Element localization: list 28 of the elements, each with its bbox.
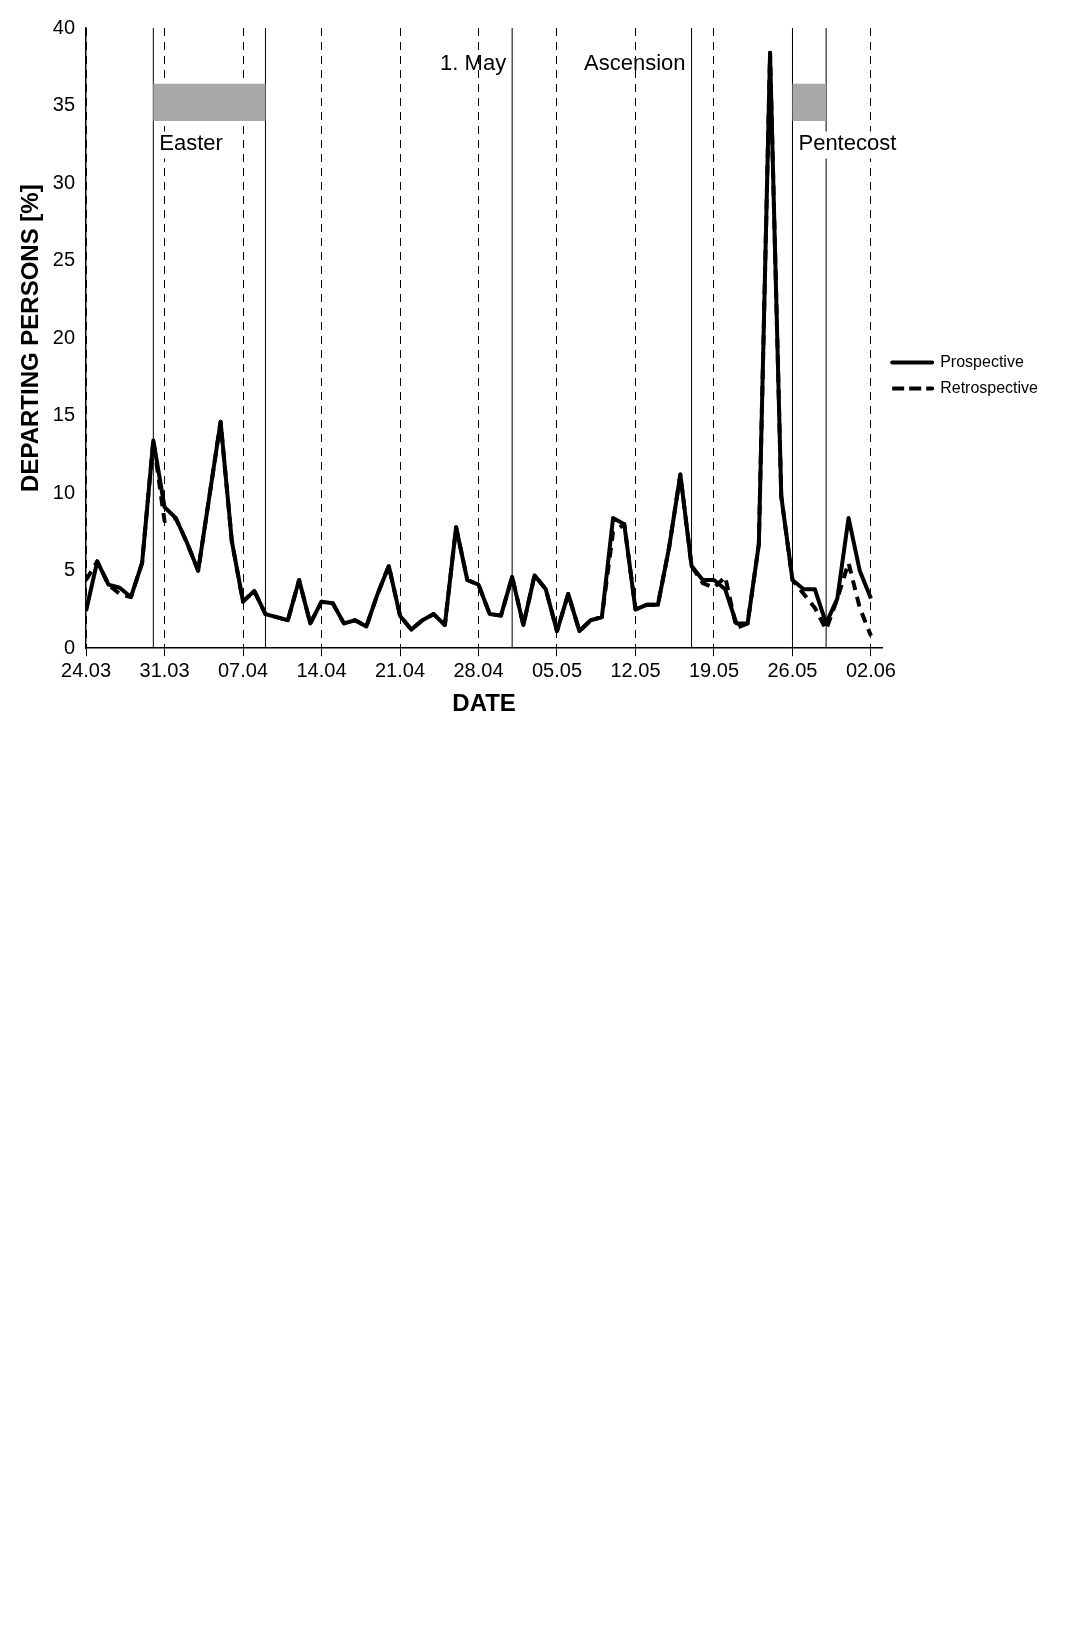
x-tick-label: 14.04 — [296, 658, 347, 681]
y-tick-label: 30 — [52, 170, 76, 193]
legend-label: Retrospective — [940, 378, 1039, 396]
y-tick-label: 0 — [63, 635, 76, 658]
x-tick-label: 12.05 — [610, 658, 661, 681]
x-tick-label: 31.03 — [139, 658, 190, 681]
x-tick-label: 07.04 — [218, 658, 269, 681]
ref-line-label: Ascension — [584, 49, 686, 75]
y-tick-label: 35 — [52, 93, 76, 116]
x-tick-label: 24.03 — [61, 658, 112, 681]
y-tick-label: 25 — [52, 248, 76, 271]
band-label: Pentecost — [798, 130, 897, 156]
x-tick-label: 19.05 — [688, 658, 740, 681]
y-tick-label: 40 — [52, 15, 76, 38]
y-axis-title: DEPARTING PERSONS [%] — [16, 184, 44, 492]
legend-label: Prospective — [940, 352, 1024, 370]
ref-line-label: 1. May — [440, 49, 507, 75]
x-tick-label: 05.05 — [531, 658, 583, 681]
y-tick-label: 5 — [63, 558, 76, 581]
x-tick-label: 21.04 — [374, 658, 426, 681]
x-tick-label: 26.05 — [767, 658, 818, 681]
x-axis-title: DATE — [452, 689, 516, 717]
x-tick-label: 28.04 — [453, 658, 504, 681]
y-tick-label: 15 — [52, 403, 76, 426]
band-label: Easter — [159, 130, 223, 156]
x-tick-label: 02.06 — [845, 658, 896, 681]
y-tick-label: 10 — [52, 480, 76, 503]
y-tick-label: 20 — [52, 325, 76, 348]
